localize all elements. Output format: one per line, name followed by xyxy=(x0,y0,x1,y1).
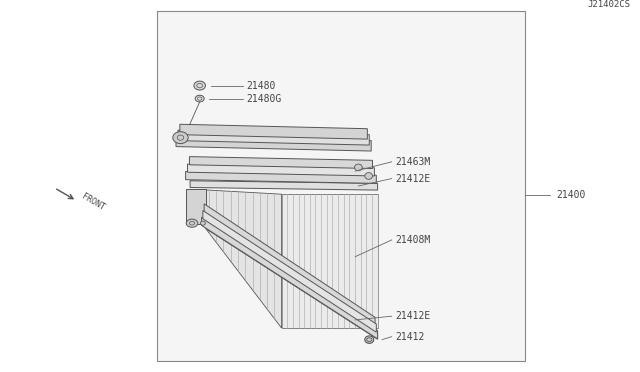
Text: 21400: 21400 xyxy=(557,190,586,200)
Polygon shape xyxy=(203,211,376,332)
Ellipse shape xyxy=(365,173,372,179)
Polygon shape xyxy=(282,194,378,328)
Polygon shape xyxy=(186,171,376,183)
Ellipse shape xyxy=(365,336,374,343)
Text: 21412: 21412 xyxy=(395,332,424,341)
Text: 21408M: 21408M xyxy=(395,235,430,245)
Text: 21412E: 21412E xyxy=(395,174,430,183)
Text: J21402CS: J21402CS xyxy=(588,0,630,9)
Ellipse shape xyxy=(355,164,362,171)
Text: 21480: 21480 xyxy=(246,81,276,90)
Polygon shape xyxy=(186,189,206,224)
Ellipse shape xyxy=(173,132,188,144)
Bar xyxy=(157,11,525,361)
Polygon shape xyxy=(202,190,282,328)
Text: FRONT: FRONT xyxy=(80,192,106,212)
Text: 21463M: 21463M xyxy=(395,157,430,167)
Polygon shape xyxy=(180,124,367,139)
Polygon shape xyxy=(176,136,371,151)
Text: 21480G: 21480G xyxy=(246,94,282,103)
Ellipse shape xyxy=(200,221,205,225)
Polygon shape xyxy=(190,181,378,190)
Polygon shape xyxy=(189,157,372,169)
Polygon shape xyxy=(178,130,369,145)
Ellipse shape xyxy=(186,219,198,227)
Ellipse shape xyxy=(194,81,205,90)
Polygon shape xyxy=(207,222,378,339)
Ellipse shape xyxy=(195,95,204,102)
Polygon shape xyxy=(202,217,378,339)
Polygon shape xyxy=(188,164,374,176)
Polygon shape xyxy=(204,204,375,326)
Text: 21412E: 21412E xyxy=(395,311,430,321)
